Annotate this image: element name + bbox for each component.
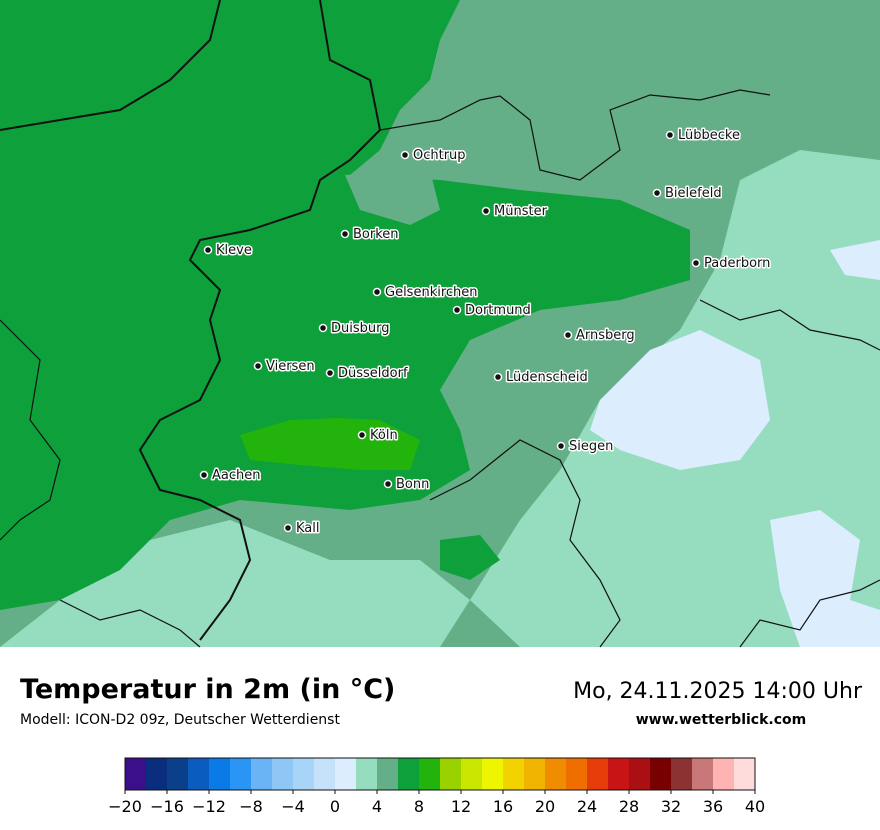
city-label: Paderborn [704, 256, 770, 271]
city-label: Bielefeld [665, 186, 722, 201]
city-label: Viersen [266, 359, 315, 374]
colorbar-cell [188, 758, 209, 790]
city-dot [452, 305, 462, 315]
colorbar-cell [314, 758, 335, 790]
colorbar-cell [713, 758, 734, 790]
map [0, 0, 880, 648]
colorbar-tick-label: 16 [493, 797, 513, 816]
city-dot [325, 368, 335, 378]
city-dot [372, 287, 382, 297]
colorbar-tick-label: 0 [330, 797, 340, 816]
city-label: Köln [370, 428, 398, 443]
colorbar-cell [251, 758, 272, 790]
colorbar-cell [461, 758, 482, 790]
colorbar-cell [608, 758, 629, 790]
colorbar-tick-label: 36 [703, 797, 723, 816]
city-label: Siegen [569, 439, 613, 454]
colorbar-tick-label: 28 [619, 797, 639, 816]
colorbar-cell [587, 758, 608, 790]
city-dot [481, 206, 491, 216]
colorbar-cell [356, 758, 377, 790]
website: www.wetterblick.com [636, 712, 807, 728]
colorbar-tick-label: 4 [372, 797, 382, 816]
colorbar-frame [124, 757, 756, 791]
colorbar-cell [524, 758, 545, 790]
colorbar: −20 −16 −12 −8 −4 0 4 8 12 16 20 24 28 32 36 40 [108, 757, 765, 816]
city-dot [253, 361, 263, 371]
city-label: Lübbecke [678, 128, 740, 143]
city-label: Aachen [212, 468, 260, 483]
city-dot [400, 150, 410, 160]
city-dot [556, 441, 566, 451]
colorbar-tick-label: 32 [661, 797, 681, 816]
datetime: Mo, 24.11.2025 14:00 Uhr [573, 679, 863, 704]
city-dot [383, 479, 393, 489]
city-dot [283, 523, 293, 533]
city-dot [691, 258, 701, 268]
colorbar-cell [629, 758, 650, 790]
colorbar-cell [293, 758, 314, 790]
city-label: Bonn [396, 477, 429, 492]
subtitle: Modell: ICON-D2 09z, Deutscher Wetterdie… [20, 712, 340, 728]
city-label: Gelsenkirchen [385, 285, 478, 300]
city-dot [203, 245, 213, 255]
colorbar-cell [440, 758, 461, 790]
colorbar-cell [503, 758, 524, 790]
colorbar-cell [545, 758, 566, 790]
colorbar-tick-label: 12 [451, 797, 471, 816]
city-dot [357, 430, 367, 440]
colorbar-tick-label: −4 [281, 797, 305, 816]
colorbar-tick-label: −8 [239, 797, 263, 816]
city-label: Münster [494, 204, 548, 219]
title: Temperatur in 2m (in °C) [20, 674, 395, 705]
city-label: Lüdenscheid [506, 370, 588, 385]
colorbar-tick-label: 24 [577, 797, 597, 816]
colorbar-cell [272, 758, 293, 790]
colorbar-cell [209, 758, 230, 790]
colorbar-tick-label: 20 [535, 797, 555, 816]
city-label: Borken [353, 227, 399, 242]
city-dot [563, 330, 573, 340]
colorbar-cell [146, 758, 167, 790]
colorbar-cell [482, 758, 503, 790]
city-dot [340, 229, 350, 239]
colorbar-cell [419, 758, 440, 790]
city-label: Dortmund [465, 303, 531, 318]
colorbar-cell [377, 758, 398, 790]
city-dot [493, 372, 503, 382]
colorbar-tick-label: −12 [192, 797, 226, 816]
city-label: Duisburg [331, 321, 390, 336]
colorbar-cell [650, 758, 671, 790]
city-label: Kall [296, 521, 320, 536]
colorbar-tick-label: −16 [150, 797, 184, 816]
colorbar-cell [398, 758, 419, 790]
city-dot [318, 323, 328, 333]
colorbar-cell [230, 758, 251, 790]
colorbar-cell [566, 758, 587, 790]
city-label: Kleve [216, 243, 252, 258]
colorbar-cell [167, 758, 188, 790]
colorbar-cell [692, 758, 713, 790]
colorbar-cell [125, 758, 146, 790]
city-label: Düsseldorf [338, 366, 408, 381]
city-dot [652, 188, 662, 198]
city-dot [199, 470, 209, 480]
colorbar-tick-label: 8 [414, 797, 424, 816]
city-dot [665, 130, 675, 140]
colorbar-tick-label: 40 [745, 797, 765, 816]
colorbar-cell [734, 758, 755, 790]
city-label: Ochtrup [413, 148, 466, 163]
colorbar-cell [335, 758, 356, 790]
colorbar-tick-label: −20 [108, 797, 142, 816]
city-labels: Ochtrup Lübbecke Bielefeld Münster Borken Kle… [199, 127, 772, 538]
colorbar-cell [671, 758, 692, 790]
city-label: Arnsberg [576, 328, 635, 343]
